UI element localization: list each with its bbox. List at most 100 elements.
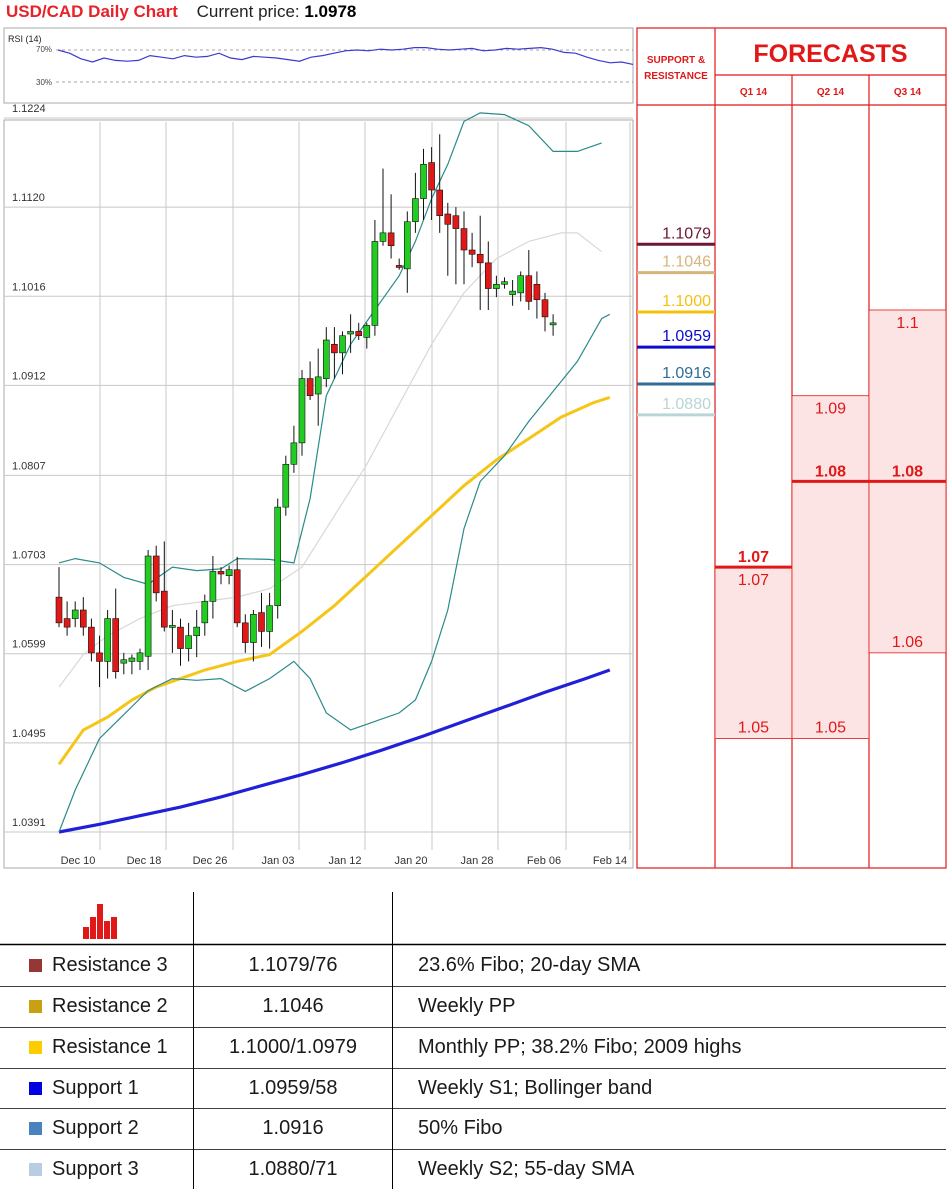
y-tick-label: 1.1224 [12,103,46,115]
candle-body [233,569,241,624]
sr-level-label: 1.1046 [662,254,711,271]
candle-body [136,652,144,662]
candle-body [225,569,233,577]
sr-level-label: 1.1000 [662,293,711,310]
candle-body [460,228,468,251]
x-tick-label: Feb 06 [527,855,561,867]
forecast-column-label: Q3 14 [894,87,922,98]
sr-header-line2: RESISTANCE [644,71,708,82]
x-tick-label: Feb 14 [593,855,627,867]
sma-200-line [58,668,611,834]
row-level-name: Support 1 [52,1077,139,1099]
forecast-high-value: 1.1 [896,315,918,332]
candle-body [282,463,290,508]
candle-body [468,249,476,255]
bollinger-upper-line [58,112,602,585]
candle-body [444,213,452,225]
x-tick-label: Jan 28 [460,855,493,867]
candle-body [484,262,492,289]
candle-body [371,241,379,326]
forecast-range [714,566,793,739]
row-level-name: Resistance 2 [52,995,168,1017]
x-tick-label: Dec 10 [61,855,96,867]
row-level-description: Weekly S1; Bollinger band [418,1077,653,1099]
sr-level-label: 1.0959 [662,328,711,345]
forecast-low-value: 1.05 [738,720,769,737]
row-level-value: 1.0916 [262,1117,324,1139]
candle-body [379,232,387,242]
candle-body [314,376,322,395]
candle-body [395,265,403,268]
rsi-line [57,46,634,65]
y-tick-label: 1.0495 [12,728,46,740]
forecast-main-value: 1.08 [892,463,923,480]
candle-body [355,331,363,337]
candle-body [177,626,184,649]
candle-body [501,281,508,285]
candle-body [80,609,87,628]
row-color-swatch [29,1163,42,1176]
candle-body [201,601,209,624]
forecast-low-value: 1.05 [815,720,846,737]
y-tick-label: 1.0703 [12,550,46,562]
candle-body [169,625,176,628]
candle-body [112,618,119,673]
candle-body [420,163,427,199]
candle-body [88,626,95,654]
rsi-panel [3,27,634,104]
row-level-name: Resistance 3 [52,954,168,976]
x-tick-label: Dec 26 [193,855,228,867]
sr-level-label: 1.0880 [662,396,711,413]
row-color-swatch [29,959,42,972]
candle-body [258,612,265,632]
row-level-value: 1.1000/1.0979 [229,1036,357,1058]
candle-body [55,596,63,624]
candle-body [322,339,330,379]
row-color-swatch [29,1041,42,1054]
candle-body [63,618,71,628]
candle-body [452,215,460,229]
forecasts-title: FORECASTS [753,40,907,68]
row-level-name: Support 2 [52,1117,139,1139]
candle-body [298,378,306,444]
candle-body [161,590,168,628]
row-color-swatch [29,1082,42,1095]
row-level-value: 1.1079/76 [248,954,338,976]
candle-body [306,378,314,397]
candle-body [242,622,249,643]
forecast-high-value: 1.09 [815,401,846,418]
forecast-main-value: 1.07 [738,549,769,566]
candle-body [525,275,533,302]
y-tick-label: 1.0391 [12,817,46,829]
candle-body [217,571,225,575]
candle-body [120,659,128,664]
row-level-description: Monthly PP; 38.2% Fibo; 2009 highs [418,1036,742,1058]
row-level-description: 23.6% Fibo; 20-day SMA [418,954,641,976]
forecast-high-value: 1.07 [738,572,769,589]
y-tick-label: 1.1016 [12,281,46,293]
bar-chart-icon [83,904,117,939]
sr-level-label: 1.1079 [662,225,711,242]
forecast-main-value: 1.08 [815,463,846,480]
rsi-30-label: 30% [36,78,52,87]
candle-body [339,335,346,354]
candle-body [274,506,282,607]
y-tick-label: 1.0912 [12,370,46,382]
candle-body [209,571,217,602]
sma-55-line [57,395,611,766]
x-tick-label: Jan 20 [394,855,427,867]
candle-body [509,290,516,295]
candle-body [428,162,435,191]
candle-body [250,613,257,643]
candle-body [533,283,541,301]
sr-header-line1: SUPPORT & [647,55,705,66]
candle-body [128,657,136,662]
row-level-description: Weekly S2; 55-day SMA [418,1158,635,1180]
x-tick-label: Jan 03 [261,855,294,867]
row-color-swatch [29,1122,42,1135]
candle-body [549,322,557,326]
candle-body [347,331,354,335]
candle-body [104,618,111,662]
row-level-name: Support 3 [52,1158,139,1180]
